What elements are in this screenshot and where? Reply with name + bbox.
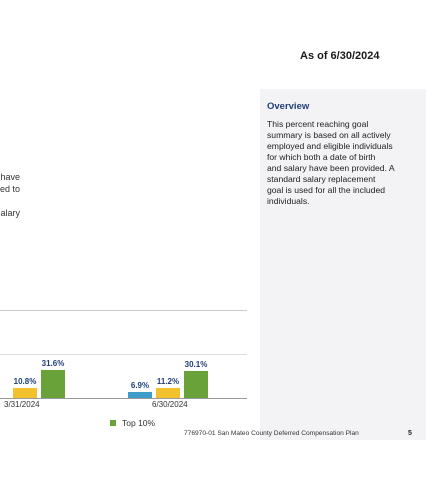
overview-line: goal is used for all the included [267,185,386,195]
page-number: 5 [408,430,412,437]
bar-1-2 [13,388,37,398]
bar-label-2-2: 11.2% [156,377,180,386]
overview-line: and salary have been provided. A [267,163,395,173]
bar-2-3 [184,371,208,398]
bar-label-2-1: 6.9% [130,381,150,390]
bar-2-1 [128,392,152,398]
overview-title: Overview [267,101,310,112]
bar-label-1-2: 10.8% [13,377,37,386]
bar-1-3 [41,370,65,398]
as-of-date: As of 6/30/2024 [300,50,380,62]
overview-line: This percent reaching goal [267,119,369,129]
bar-label-1-3: 31.6% [41,359,65,368]
category-label-2: 6/30/2024 [152,400,188,409]
body-fragment-1: have [0,172,20,182]
category-label-1: 3/31/2024 [4,400,40,409]
chart-gridline [0,354,247,355]
overview-line: employed and eligible individuals [267,141,393,151]
overview-line: summary is based on all actively [267,130,391,140]
overview-line: individuals. [267,196,310,206]
overview-line: for which both a date of birth [267,152,376,162]
chart-top-rule [0,310,247,311]
footer-plan-name: 776970-01 San Mateo County Deferred Comp… [184,430,359,437]
legend-label-top10: Top 10% [122,418,156,428]
chart-x-axis [0,398,247,399]
overview-line: standard salary replacement [267,174,376,184]
bar-label-2-3: 30.1% [184,360,208,369]
legend-swatch-top10 [110,420,116,426]
bar-2-2 [156,388,180,398]
chart-legend: Top 10% [110,418,155,428]
overview-panel: Overview This percent reaching goal summ… [260,89,426,440]
body-fragment-2: ed to [0,184,20,194]
body-fragment-3: alary [0,208,20,218]
overview-body: This percent reaching goal summary is ba… [267,119,412,207]
bar-label-1-1: % [0,379,2,388]
